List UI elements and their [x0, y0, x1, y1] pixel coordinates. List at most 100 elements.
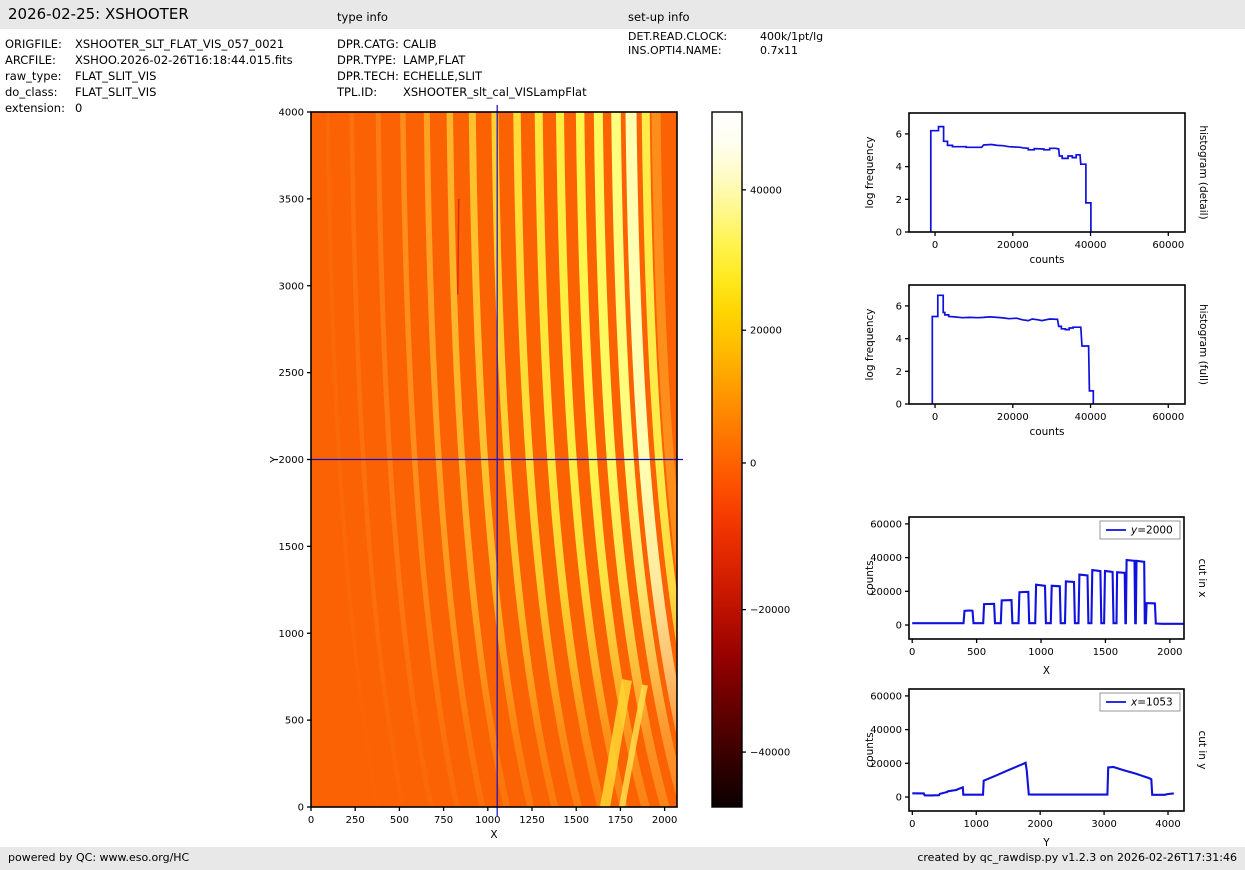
echelle-order-stripes [325, 112, 677, 807]
svg-text:1500: 1500 [1093, 647, 1118, 658]
info-row: raw_type: FLAT_SLIT_VIS [5, 68, 293, 84]
svg-text:0: 0 [308, 815, 314, 826]
histogram-full-plot: 0 20000 40000 60000 0 2 4 6 counts log frequency h… [864, 284, 1209, 438]
panel-right-label: histogram (full) [1197, 304, 1209, 385]
svg-text:2000: 2000 [652, 815, 677, 826]
svg-text:6: 6 [896, 129, 902, 140]
cut_x-line [912, 558, 1184, 625]
footer-bar [0, 847, 1245, 870]
colorbar: 40000 20000 0 −20000 −40000 [711, 111, 790, 808]
svg-text:20000: 20000 [870, 587, 902, 598]
svg-text:2000: 2000 [1157, 647, 1182, 658]
footer-left-text: powered by QC: www.eso.org/HC [8, 851, 190, 864]
x-axis-label: X [1043, 665, 1050, 677]
info-label: ORIGFILE: [5, 37, 62, 51]
info-value: XSHOO.2026-02-26T16:18:44.015.fits [75, 53, 293, 67]
svg-text:6: 6 [896, 301, 902, 312]
cut-in-y-plot: 0 1000 2000 3000 40000200004000060000Ycounts… [864, 688, 1208, 849]
info-row: INS.OPTI4.NAME: 0.7x11 [628, 44, 823, 58]
svg-text:1750: 1750 [608, 815, 633, 826]
cut_y-line [912, 761, 1174, 797]
x-axis-label: counts [1029, 254, 1064, 266]
setup-info-list: DET.READ.CLOCK: 400k/1pt/lg INS.OPTI4.NAME… [628, 30, 823, 57]
svg-text:0: 0 [932, 240, 938, 251]
legend-label: x=1053 [1130, 697, 1173, 709]
info-row: DPR.CATG: CALIB [337, 36, 587, 52]
info-row: DPR.TYPE: LAMP,FLAT [337, 52, 587, 68]
svg-text:0: 0 [896, 228, 902, 239]
svg-text:60000: 60000 [1152, 412, 1184, 423]
header-bar [0, 0, 1245, 29]
svg-text:40000: 40000 [1075, 240, 1107, 251]
svg-text:1000: 1000 [475, 815, 500, 826]
svg-text:1000: 1000 [964, 819, 989, 830]
svg-text:1000: 1000 [279, 629, 304, 640]
svg-text:0: 0 [896, 621, 902, 632]
info-row: DET.READ.CLOCK: 400k/1pt/lg [628, 30, 823, 44]
svg-text:500: 500 [285, 716, 304, 727]
x-axis-label: counts [1029, 426, 1064, 438]
info-row: TPL.ID: XSHOOTER_slt_cal_VISLampFlat [337, 84, 587, 100]
info-value: 0 [75, 101, 83, 115]
page-title: 2026-02-25: XSHOOTER [8, 5, 189, 23]
svg-text:2: 2 [896, 367, 902, 378]
info-value: FLAT_SLIT_VIS [75, 85, 157, 99]
svg-text:500: 500 [390, 815, 409, 826]
svg-text:250: 250 [346, 815, 365, 826]
info-label: extension: [5, 101, 65, 115]
svg-text:4000: 4000 [279, 108, 304, 119]
hist_full-line [931, 294, 1095, 404]
svg-text:0: 0 [909, 819, 915, 830]
svg-text:60000: 60000 [1152, 240, 1184, 251]
y-axis-label: log frequency [864, 308, 876, 380]
info-label: DPR.TYPE: [337, 53, 397, 67]
svg-text:4000: 4000 [1155, 819, 1180, 830]
svg-text:1500: 1500 [563, 815, 588, 826]
legend-box [1099, 692, 1181, 712]
svg-text:4: 4 [896, 334, 902, 345]
colorbar-tick-label: −20000 [750, 605, 790, 616]
info-row: ARCFILE: XSHOO.2026-02-26T16:18:44.015.fi… [5, 52, 293, 68]
svg-text:60000: 60000 [870, 691, 902, 702]
y-axis-label: counts [864, 560, 876, 595]
info-value: XSHOOTER_SLT_FLAT_VIS_057_0021 [75, 37, 285, 51]
info-value: ECHELLE,SLIT [403, 69, 483, 83]
svg-text:0: 0 [298, 803, 304, 814]
svg-text:0: 0 [896, 400, 902, 411]
info-row: extension: 0 [5, 100, 293, 116]
info-label: raw_type: [5, 69, 62, 83]
svg-text:0: 0 [909, 647, 915, 658]
x-axis-label: X [490, 829, 497, 841]
info-value: CALIB [403, 37, 437, 51]
colorbar-tick-label: 40000 [750, 185, 782, 196]
legend-box [1099, 520, 1181, 540]
histogram-detail-plot: 0 20000 40000 60000 0 2 4 6 counts log frequency h… [864, 112, 1209, 266]
type-info-header: type info [337, 10, 388, 24]
svg-text:4: 4 [896, 162, 902, 173]
y-axis-label: counts [864, 732, 876, 767]
info-value: 0.7x11 [760, 43, 799, 57]
legend-label: y=2000 [1130, 525, 1173, 537]
colorbar-gradient [712, 112, 742, 807]
info-label: ARCFILE: [5, 53, 56, 67]
y-axis-label: Y [269, 456, 281, 464]
info-row: do_class: FLAT_SLIT_VIS [5, 84, 293, 100]
info-label: do_class: [5, 85, 58, 99]
file-info-list: ORIGFILE: XSHOOTER_SLT_FLAT_VIS_057_0021 A… [5, 36, 293, 116]
y-axis-label: log frequency [864, 136, 876, 208]
panel-right-label: cut in y [1196, 730, 1208, 769]
hist_detail-line [929, 125, 1092, 232]
panel-right-label: histogram (detail) [1197, 125, 1209, 219]
colorbar-tick-label: 0 [750, 458, 756, 469]
svg-text:20000: 20000 [997, 240, 1029, 251]
info-value: 400k/1pt/lg [760, 30, 824, 43]
info-value: XSHOOTER_slt_cal_VISLampFlat [403, 85, 587, 99]
svg-text:2: 2 [896, 195, 902, 206]
detector-defect [457, 198, 460, 295]
panel-right-label: cut in x [1196, 558, 1208, 597]
svg-text:1000: 1000 [1028, 647, 1053, 658]
svg-text:60000: 60000 [870, 519, 902, 530]
colorbar-tick-label: −40000 [750, 748, 790, 759]
info-label: DET.READ.CLOCK: [628, 30, 728, 43]
